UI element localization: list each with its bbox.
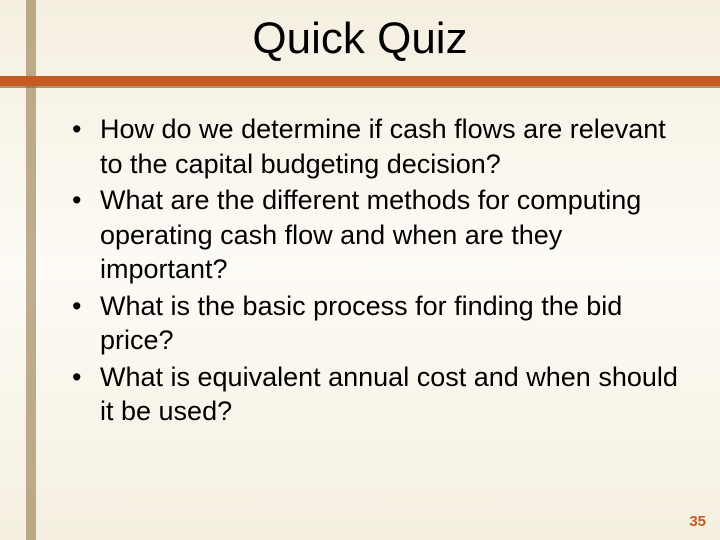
list-item: What is equivalent annual cost and when …: [70, 360, 680, 429]
list-item: How do we determine if cash flows are re…: [70, 112, 680, 181]
title-rule: [0, 76, 720, 86]
bullet-list: How do we determine if cash flows are re…: [70, 112, 680, 429]
slide: Quick Quiz How do we determine if cash f…: [0, 0, 720, 540]
slide-body: How do we determine if cash flows are re…: [70, 112, 680, 431]
slide-title: Quick Quiz: [0, 14, 720, 64]
page-number: 35: [689, 513, 706, 530]
list-item: What is the basic process for finding th…: [70, 289, 680, 358]
list-item: What are the different methods for compu…: [70, 183, 680, 287]
title-underline: [0, 86, 720, 88]
